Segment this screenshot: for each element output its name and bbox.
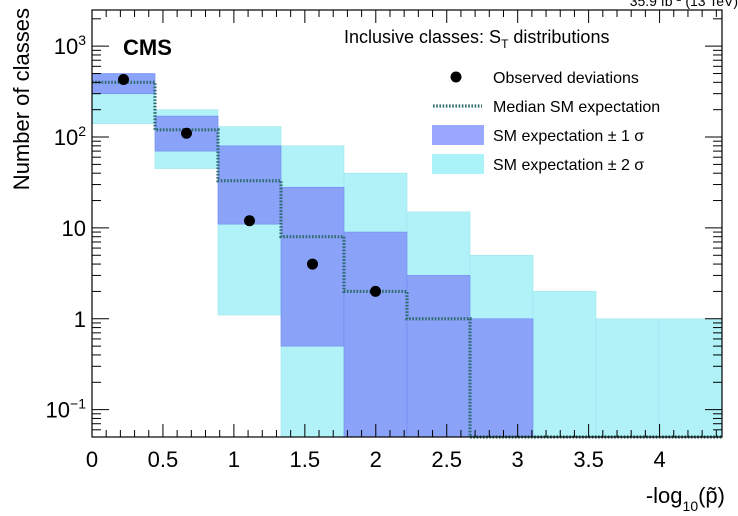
observed-point	[181, 127, 192, 139]
observed-point	[118, 73, 129, 85]
sigma2-band-bin	[658, 318, 723, 438]
legend-band-swatch	[432, 154, 484, 174]
y-tick-label: 10	[62, 216, 86, 241]
plot-frame	[91, 9, 723, 438]
experiment-label: CMS	[123, 35, 172, 60]
x-tick-label: 3	[512, 447, 524, 472]
legend-label: SM expectation ± 1 σ	[493, 128, 644, 145]
legend: Observed deviations Median SM expectation…	[432, 70, 660, 174]
y-axis-ticks: 10−1 1 10 102 103	[46, 18, 722, 438]
x-axis-label: -log10(p̃)	[646, 483, 725, 514]
legend-label: Median SM expectation	[493, 99, 660, 116]
y-tick-label: 102	[54, 123, 86, 150]
observed-point	[307, 258, 318, 270]
x-tick-label: 2	[370, 447, 382, 472]
y-tick-label: 1	[74, 307, 86, 332]
x-axis-ticks: 0 0.5 1 1.5 2 2.5 3 3.5 4	[86, 10, 717, 472]
observed-points-group	[118, 73, 381, 297]
sigma2-band-bin	[595, 318, 660, 438]
x-tick-label: 1	[228, 447, 240, 472]
sigma1-band-group	[91, 73, 534, 438]
x-tick-label: 4	[653, 447, 665, 472]
y-tick-label: 103	[54, 32, 86, 59]
observed-point	[244, 215, 255, 227]
x-tick-label: 1.5	[290, 447, 321, 472]
sigma1-band-bin	[406, 275, 471, 438]
legend-label: SM expectation ± 2 σ	[493, 157, 644, 174]
x-tick-label: 2.5	[431, 447, 462, 472]
sigma1-band-bin	[469, 318, 534, 438]
sigma1-band-bin	[217, 145, 282, 225]
chart-title: Inclusive classes: ST distributions	[344, 27, 609, 51]
luminosity-label: 35.9 fb-1 (13 TeV)	[630, 0, 738, 9]
sigma1-band-bin	[343, 231, 408, 438]
y-tick-label: 10−1	[46, 396, 87, 423]
legend-band-swatch	[432, 125, 484, 145]
y-axis-label: Number of classes	[9, 8, 34, 190]
observed-point	[370, 285, 381, 297]
sigma2-band-bin	[532, 291, 597, 438]
x-tick-label: 0.5	[148, 447, 179, 472]
x-tick-label: 0	[86, 447, 98, 472]
x-tick-label: 3.5	[573, 447, 604, 472]
legend-observed-marker	[450, 71, 462, 83]
legend-label: Observed deviations	[493, 70, 639, 87]
